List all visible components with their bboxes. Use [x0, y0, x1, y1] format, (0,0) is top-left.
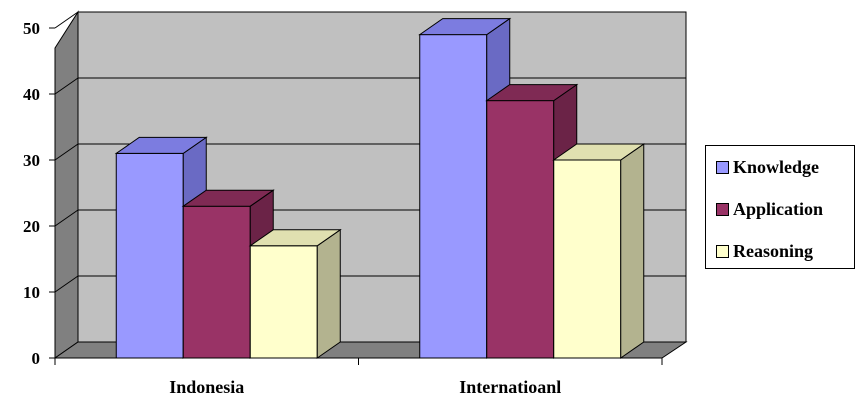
bar-front — [486, 100, 555, 359]
y-tick-label: 0 — [32, 349, 41, 368]
bar-top — [418, 18, 512, 36]
legend-swatch-knowledge — [716, 160, 729, 174]
bar-top — [248, 229, 342, 247]
x-category-label: Internatioanl — [459, 377, 561, 397]
bar-top — [181, 189, 275, 207]
legend-item-application: Application — [716, 198, 823, 220]
legend-item-knowledge: Knowledge — [716, 156, 819, 178]
bar-knowledge — [114, 136, 208, 359]
gridline-side — [54, 275, 79, 293]
bars — [114, 17, 646, 359]
bar-top — [485, 84, 579, 102]
gridline-side — [54, 209, 79, 227]
y-tick-label: 30 — [23, 151, 40, 170]
bar-side — [316, 228, 341, 359]
y-tick-label: 40 — [23, 85, 40, 104]
y-tick-label: 10 — [23, 283, 40, 302]
x-category-label: Indonesia — [169, 377, 244, 397]
bar-front — [115, 152, 184, 359]
bar-top — [552, 143, 646, 161]
legend-label-knowledge: Knowledge — [733, 156, 820, 177]
chart-side-wall — [54, 10, 79, 359]
legend-swatch-reasoning — [716, 244, 729, 258]
bar-side — [620, 143, 645, 359]
gridline-side — [54, 143, 79, 161]
bar-front — [419, 34, 488, 359]
bar-reasoning — [552, 143, 646, 359]
gridline-side — [54, 77, 79, 95]
y-tick-label: 20 — [23, 217, 40, 236]
legend-label-reasoning: Reasoning — [733, 240, 814, 261]
legend-label-application: Application — [733, 198, 824, 219]
legend: Knowledge Application Reasoning — [705, 145, 855, 269]
y-axis: 0 10 20 30 40 50 — [23, 19, 56, 368]
bar-front — [182, 205, 251, 359]
y-tick-label: 50 — [23, 19, 40, 38]
gridline-side — [54, 11, 79, 29]
legend-item-reasoning: Reasoning — [716, 240, 813, 262]
bar-top — [114, 136, 208, 154]
x-axis: Indonesia Internatioanl — [54, 357, 663, 397]
bar-front — [553, 159, 622, 359]
bar-reasoning — [248, 228, 342, 359]
bar-front — [249, 245, 318, 359]
legend-swatch-application — [716, 202, 729, 216]
